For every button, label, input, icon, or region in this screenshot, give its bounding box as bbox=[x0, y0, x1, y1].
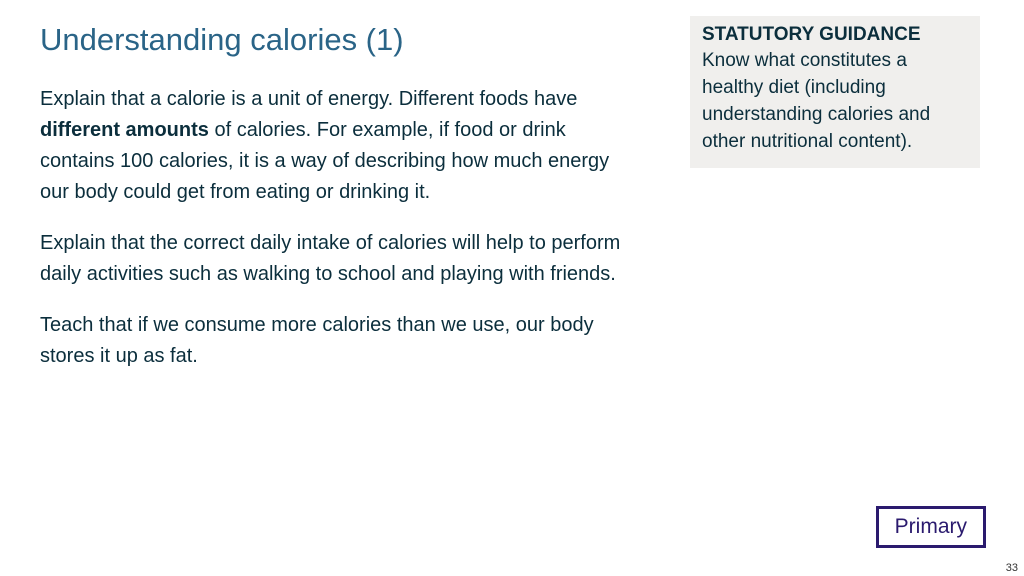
statutory-guidance-heading: STATUTORY GUIDANCE bbox=[702, 24, 968, 46]
body-column: Explain that a calorie is a unit of ener… bbox=[40, 84, 630, 372]
paragraph-1-pre: Explain that a calorie is a unit of ener… bbox=[40, 88, 577, 110]
paragraph-2: Explain that the correct daily intake of… bbox=[40, 228, 630, 290]
page-number: 33 bbox=[1006, 562, 1018, 574]
paragraph-1: Explain that a calorie is a unit of ener… bbox=[40, 84, 630, 208]
statutory-guidance-body: Know what constitutes a healthy diet (in… bbox=[702, 48, 968, 156]
audience-badge: Primary bbox=[876, 506, 986, 548]
statutory-guidance-box: STATUTORY GUIDANCE Know what constitutes… bbox=[690, 16, 980, 168]
slide: Understanding calories (1) Explain that … bbox=[0, 0, 1024, 576]
paragraph-3: Teach that if we consume more calories t… bbox=[40, 310, 630, 372]
paragraph-1-bold: different amounts bbox=[40, 119, 209, 141]
